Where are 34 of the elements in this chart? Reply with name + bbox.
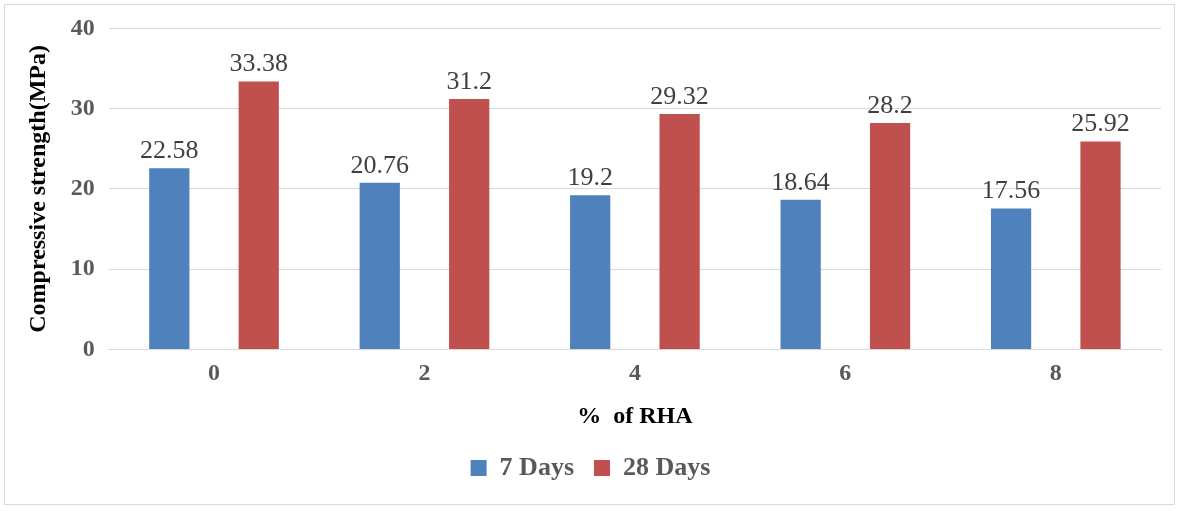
data-label: 25.92 [1071,108,1130,138]
bar [1080,141,1121,349]
legend-label: 7 Days [499,451,575,481]
y-tick-label: 30 [70,93,95,120]
data-label: 33.38 [229,48,288,78]
data-label: 22.58 [140,135,199,165]
data-label: 18.64 [771,166,830,196]
data-label: 29.32 [650,80,709,110]
data-label: 28.2 [867,89,913,119]
bar [659,114,700,349]
data-label: 31.2 [446,65,492,95]
bar [359,182,400,349]
y-tick-label: 0 [82,334,95,361]
data-label: 19.2 [567,162,613,192]
legend-label: 28 Days [623,451,711,481]
x-tick-label: 8 [1049,359,1062,385]
x-tick-label: 4 [628,359,641,385]
x-tick-label: 6 [839,359,852,385]
bar [780,199,821,349]
x-axis-title: % of RHA [577,401,694,428]
y-tick-label: 40 [70,13,95,40]
y-tick-label: 20 [70,174,95,201]
y-axis-title: Compressive strength(MPa) [23,45,50,333]
bar [149,168,190,349]
data-label: 17.56 [981,175,1041,205]
bar [238,81,279,349]
bar [990,208,1032,349]
y-tick-label: 10 [70,254,95,281]
x-tick-label: 2 [418,359,431,385]
bar [449,99,490,349]
bar [869,123,911,349]
bar [570,195,611,349]
data-label: 20.76 [350,149,409,179]
x-tick-label: 0 [208,359,221,385]
